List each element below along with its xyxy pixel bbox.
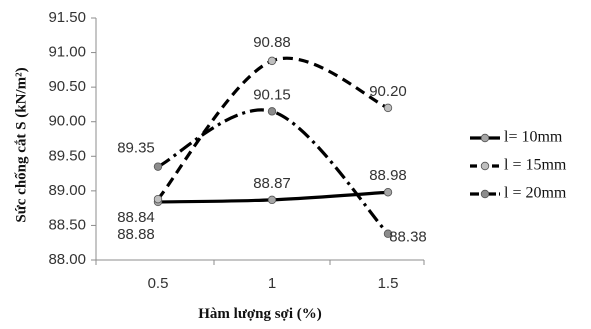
data-label: 90.15	[253, 86, 291, 103]
y-tick-label: 88.50	[48, 216, 86, 233]
data-label: 88.87	[253, 175, 291, 192]
data-point	[267, 107, 277, 116]
data-labels: 88.84 88.87 88.98 88.88 90.88 90.20 89.35 90.15…	[117, 34, 427, 246]
data-point	[383, 229, 393, 238]
data-point	[153, 194, 163, 204]
y-tick-label: 88.00	[48, 251, 86, 268]
data-label: 90.20	[369, 83, 407, 100]
x-axis-title: Hàm lượng sợi (%)	[198, 306, 322, 322]
data-label: 88.38	[389, 229, 427, 246]
legend-marker	[480, 189, 490, 199]
legend-label: l= 10mm	[504, 129, 563, 146]
data-point	[267, 56, 277, 66]
data-point	[383, 188, 393, 197]
legend-marker	[480, 161, 490, 171]
y-tick-label: 91.50	[48, 9, 86, 26]
x-tick-label: 1	[268, 275, 276, 292]
y-tick-label: 89.50	[48, 147, 86, 164]
y-tick-label: 90.00	[48, 113, 86, 130]
y-axis-title: Sức chống cắt S (kN/m²)	[13, 67, 29, 222]
legend-marker	[480, 133, 490, 143]
data-point	[267, 195, 277, 205]
data-point	[383, 103, 393, 113]
axes	[95, 18, 424, 261]
x-tick-label: 0.5	[148, 275, 169, 292]
legend-label: l = 15mm	[504, 157, 567, 174]
y-tick-label: 90.50	[48, 78, 86, 95]
legend-label: l = 20mm	[504, 185, 567, 202]
data-label: 88.88	[117, 226, 155, 243]
data-label: 90.88	[253, 34, 291, 51]
series-line-3	[157, 108, 390, 235]
y-tick-label: 91.00	[48, 44, 86, 61]
data-label: 89.35	[117, 140, 155, 157]
series-group	[153, 56, 393, 238]
legend: l= 10mm l = 15mm l = 20mm	[470, 129, 567, 202]
y-tick-label: 89.00	[48, 182, 86, 199]
x-ticks: 0.5 1 1.5	[95, 260, 425, 292]
data-label: 88.98	[369, 167, 407, 184]
data-point	[153, 162, 163, 171]
y-ticks: 88.00 88.50 89.00 89.50 90.00 90.50 91.00 91.50	[48, 9, 96, 268]
x-tick-label: 1.5	[378, 275, 399, 292]
data-label: 88.84	[117, 209, 155, 226]
